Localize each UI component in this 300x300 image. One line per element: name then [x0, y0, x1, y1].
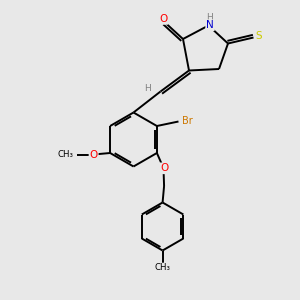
Text: N: N	[206, 20, 214, 30]
Text: O: O	[89, 149, 98, 160]
Text: CH₃: CH₃	[58, 150, 74, 159]
Text: CH₃: CH₃	[154, 263, 171, 272]
Text: H: H	[145, 84, 151, 93]
Text: O: O	[159, 14, 168, 24]
Text: O: O	[160, 163, 169, 173]
Text: Br: Br	[182, 116, 192, 127]
Text: H: H	[206, 13, 212, 22]
Text: S: S	[256, 31, 262, 41]
